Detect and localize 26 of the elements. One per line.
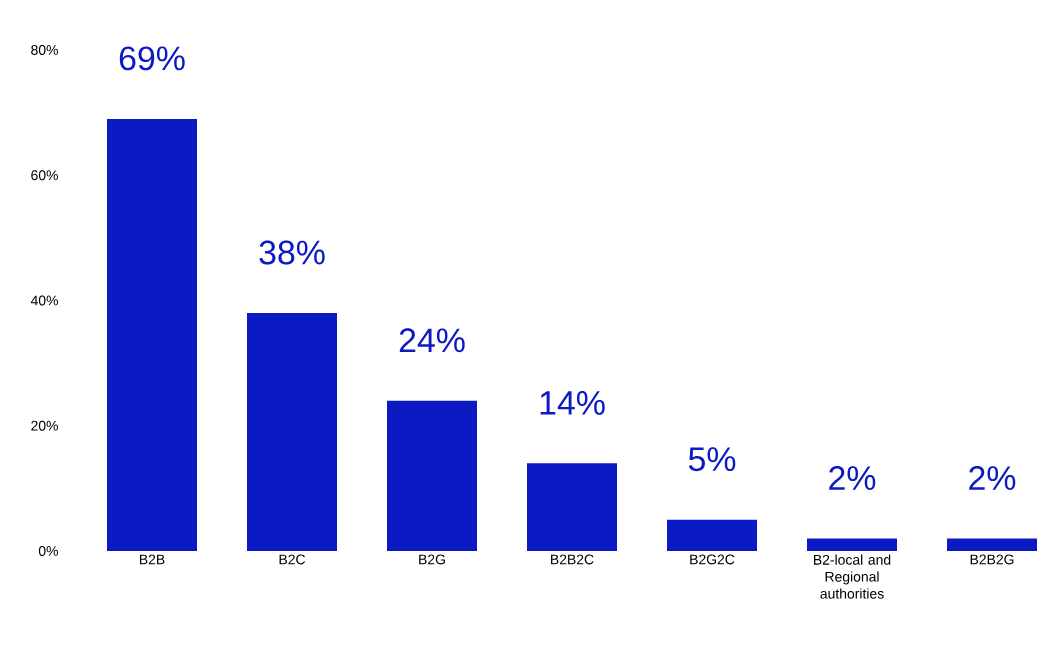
x-tick-label: B2B2G [970,554,1014,565]
x-tick-label: B2B [139,554,165,565]
y-tick-label: 20% [31,420,58,431]
x-tick-label: B2-local and Regional authorities [813,554,891,599]
y-tick-label: 40% [30,295,58,306]
x-tick-label: B2B2C [551,554,594,565]
x-tick-label: B2G2C [690,554,735,565]
data-label: 69% [119,46,185,71]
bar [807,538,898,551]
y-tick-label: 60% [31,170,58,181]
y-tick-label: 80% [31,45,58,55]
bar [386,400,478,551]
data-label: 2% [829,466,876,490]
bar [106,118,198,551]
bar [246,313,338,551]
x-tick-label: B2C [279,554,306,565]
y-tick-label: 0% [38,546,58,556]
x-tick-label: B2G [419,554,445,565]
data-label: 2% [969,466,1016,490]
bar [667,519,758,551]
data-label: 24% [399,328,465,353]
bar [947,538,1038,551]
data-label: 5% [688,447,736,472]
data-label: 14% [540,391,605,415]
bar [526,463,618,551]
data-label: 38% [259,240,325,265]
